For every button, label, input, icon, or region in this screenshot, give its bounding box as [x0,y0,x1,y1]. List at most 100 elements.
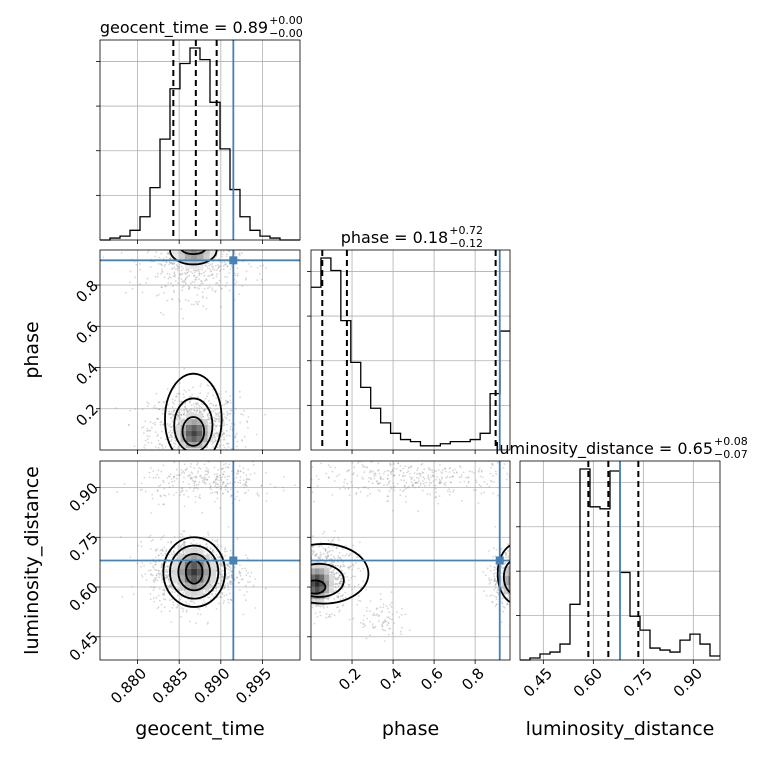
sample-point [218,279,221,282]
sample-point [165,549,168,551]
truth-point [229,556,238,565]
sample-point [312,546,314,548]
sample-point [183,530,186,533]
sample-point [221,575,224,578]
sample-point [327,554,330,557]
density-cell [311,568,315,575]
sample-point [205,265,208,268]
sample-point [175,477,178,480]
sample-point [218,411,221,414]
sample-point [225,434,228,437]
sample-point [154,446,157,448]
sample-point [189,401,191,404]
sample-point [158,401,161,404]
sample-point [514,577,516,579]
sample-point [227,584,230,587]
sample-point [188,247,190,249]
sample-point [516,579,518,581]
sample-point [376,480,378,482]
sample-point [194,477,197,479]
sample-point [182,610,185,613]
sample-point [483,590,485,592]
sample-point [215,589,218,592]
sample-point [189,600,192,602]
sample-point [196,241,198,243]
sample-point [187,475,190,478]
density-cell [191,447,197,450]
density-cell [172,561,179,569]
sample-point [387,622,390,625]
sample-point [262,264,265,267]
sample-point [244,567,247,570]
sample-point [216,483,219,485]
sample-point [239,564,241,567]
sample-point [228,413,231,415]
sample-point [511,582,513,584]
sample-point [489,479,492,482]
sample-point [418,480,420,482]
sample-point [517,612,519,614]
sample-point [305,571,307,573]
sample-point [175,454,177,456]
sample-point [221,430,224,433]
density-cell [191,240,197,245]
sample-point [188,451,190,453]
sample-point [390,601,393,604]
sample-point [335,578,338,581]
sample-point [373,475,376,477]
sample-point [176,605,179,608]
sample-point [344,478,346,481]
sample-point [180,616,182,618]
sample-point [166,246,168,248]
sample-point [502,605,505,608]
sample-point [224,546,227,549]
sample-point [181,487,184,489]
sample-point [303,463,305,465]
sample-point [422,480,424,482]
sample-point [224,462,227,465]
sample-point [216,273,219,276]
sample-point [195,411,197,414]
sample-point [264,413,267,416]
sample-point [175,395,178,398]
density-cell [172,568,179,576]
sample-point [480,492,483,495]
sample-point [330,558,333,560]
sample-point [209,243,211,245]
sample-point [239,421,242,424]
sample-point [500,565,503,568]
sample-point [401,607,403,610]
sample-point [191,242,193,244]
sample-point [366,495,369,497]
sample-point [400,613,403,616]
sample-point [209,547,212,549]
sample-point [201,602,204,605]
sample-point [239,252,241,255]
sample-point [364,624,367,627]
sample-point [491,462,494,465]
title-lower-error: −0.00 [269,27,303,40]
sample-point [327,464,330,467]
sample-point [391,632,394,635]
sample-point [158,476,160,479]
sample-point [234,434,237,437]
sample-point [348,554,351,557]
density-cell [185,245,191,250]
density-cell [209,575,216,583]
sample-point [170,413,173,416]
sample-point [431,469,433,471]
sample-point [183,245,185,247]
sample-point [305,572,307,574]
sample-point [405,501,407,503]
sample-point [238,254,241,257]
sample-point [193,303,195,306]
sample-point [190,478,192,480]
sample-point [218,417,221,420]
sample-point [387,633,390,636]
sample-point [303,587,305,589]
sample-point [223,471,226,473]
sample-point [300,579,302,581]
sample-point [342,603,345,606]
sample-point [244,554,247,557]
sample-point [444,481,447,484]
